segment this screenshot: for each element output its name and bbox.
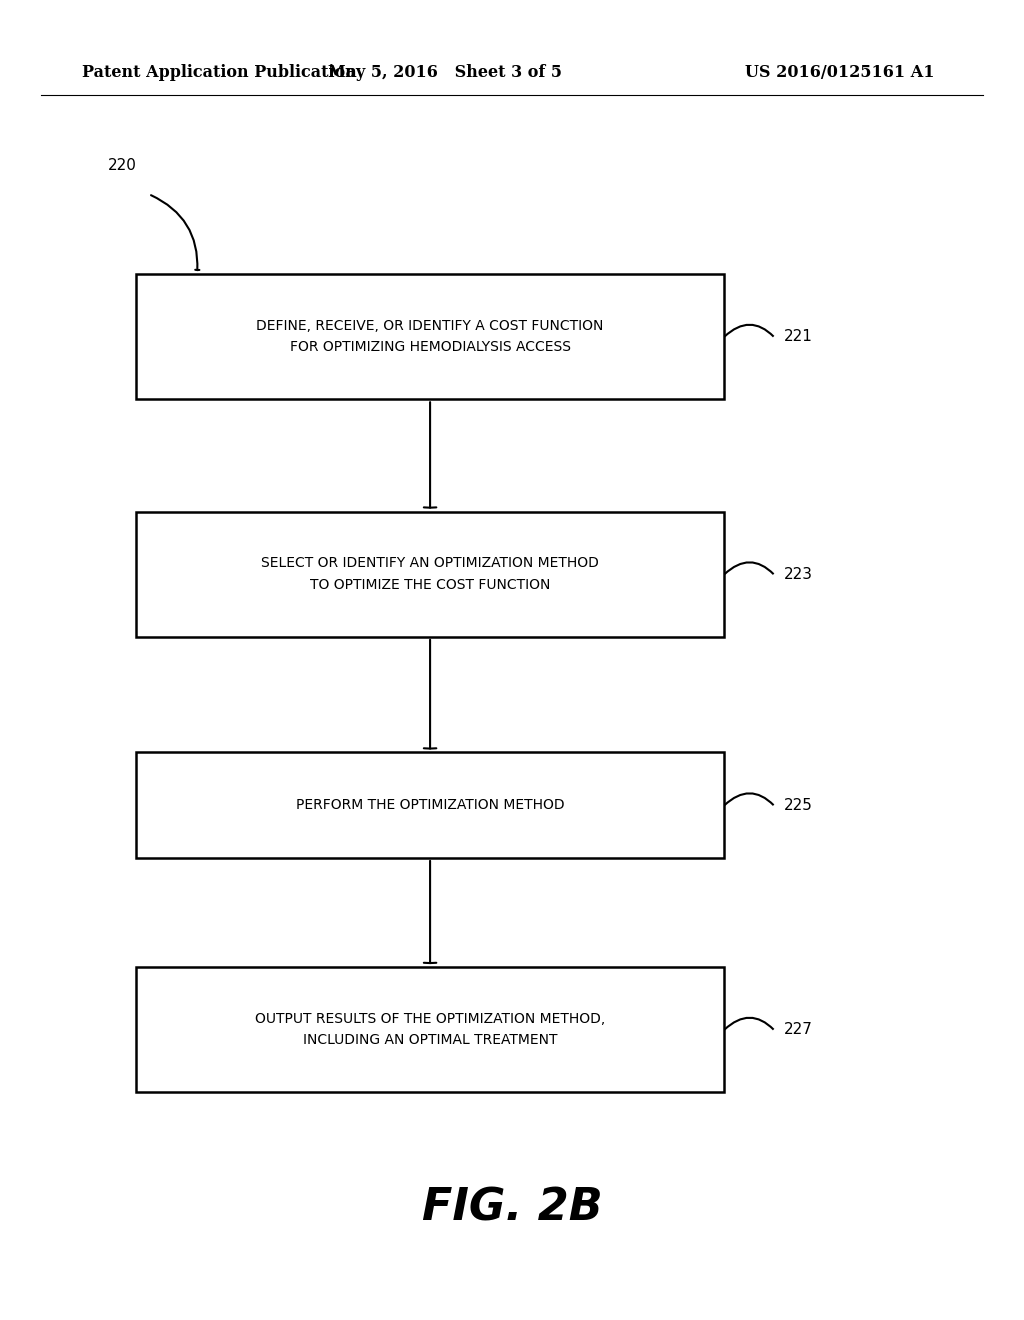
Text: 225: 225 [784,797,813,813]
Text: 223: 223 [784,566,813,582]
Bar [135,512,725,638]
Text: PERFORM THE OPTIMIZATION METHOD: PERFORM THE OPTIMIZATION METHOD [296,799,564,812]
Text: FIG. 2B: FIG. 2B [422,1187,602,1229]
Bar [135,275,725,399]
Text: SELECT OR IDENTIFY AN OPTIMIZATION METHOD
TO OPTIMIZE THE COST FUNCTION: SELECT OR IDENTIFY AN OPTIMIZATION METHO… [261,556,599,593]
Text: DEFINE, RECEIVE, OR IDENTIFY A COST FUNCTION
FOR OPTIMIZING HEMODIALYSIS ACCESS: DEFINE, RECEIVE, OR IDENTIFY A COST FUNC… [256,318,604,355]
Text: 227: 227 [784,1022,813,1038]
Text: OUTPUT RESULTS OF THE OPTIMIZATION METHOD,
INCLUDING AN OPTIMAL TREATMENT: OUTPUT RESULTS OF THE OPTIMIZATION METHO… [255,1011,605,1048]
Text: US 2016/0125161 A1: US 2016/0125161 A1 [744,65,935,81]
Text: 221: 221 [784,329,813,345]
Text: Patent Application Publication: Patent Application Publication [82,65,356,81]
Bar [135,966,725,1093]
Text: May 5, 2016   Sheet 3 of 5: May 5, 2016 Sheet 3 of 5 [329,65,562,81]
Text: 220: 220 [108,157,136,173]
FancyArrowPatch shape [151,195,200,271]
Bar [135,752,725,858]
